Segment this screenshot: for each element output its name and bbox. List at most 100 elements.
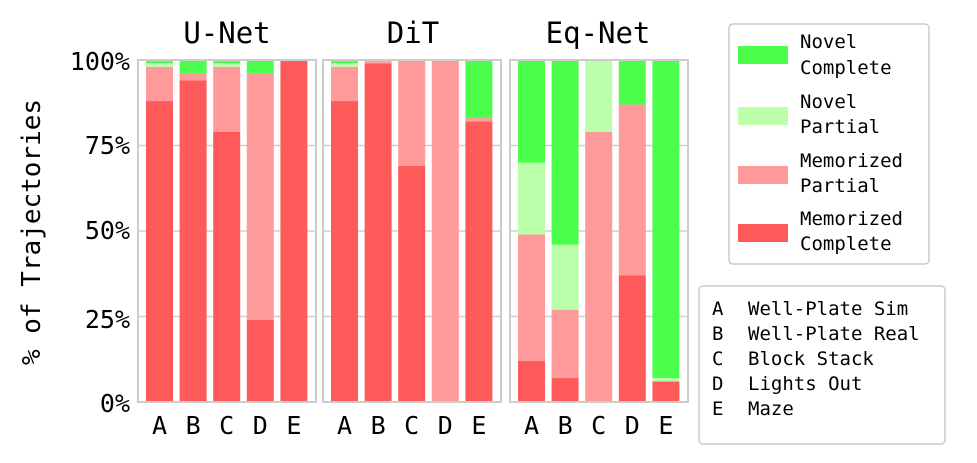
x-tick-label-dit-c: C — [404, 411, 419, 440]
bar-u-net-c-novel-complete — [213, 60, 241, 64]
bar-eq-net-b-memorized-complete — [551, 378, 579, 402]
bar-dit-c-memorized-complete — [398, 166, 426, 402]
y-tick-label-75: 75% — [85, 131, 130, 160]
bar-dit-e-memorized-partial — [465, 118, 493, 122]
task-name-b: Well-Plate Real — [748, 323, 920, 345]
bar-u-net-d-memorized-partial — [246, 73, 274, 320]
x-tick-label-dit-d: D — [438, 411, 453, 440]
bar-eq-net-b-novel-complete — [551, 60, 579, 245]
bar-eq-net-e-memorized-complete — [652, 381, 680, 402]
x-tick-label-u-net-d: D — [253, 411, 268, 440]
x-tick-label-eq-net-d: D — [625, 411, 640, 440]
x-tick-label-eq-net-b: B — [558, 411, 573, 440]
bar-eq-net-a-novel-complete — [518, 60, 545, 163]
legend-label-novel-complete-line1: Novel — [800, 31, 857, 53]
bar-eq-net-a-memorized-complete — [518, 360, 545, 402]
bar-dit-e-novel-complete — [465, 60, 493, 119]
task-legend: A Well-Plate Sim B Well-Plate Real C Blo… — [698, 285, 946, 445]
bar-u-net-d-novel-complete — [246, 60, 274, 74]
y-tick-label-50: 50% — [85, 216, 130, 245]
bar-u-net-a-novel-partial — [146, 63, 173, 67]
bar-dit-a-memorized-complete — [331, 101, 358, 402]
x-tick-label-u-net-b: B — [186, 411, 201, 440]
bar-u-net-b-novel-complete — [179, 60, 207, 74]
legend-label-novel-partial-line2: Partial — [800, 116, 880, 138]
series-legend: Novel Complete Novel Partial Memorized P… — [728, 23, 930, 265]
legend-swatch-memorized-partial — [738, 166, 788, 184]
task-letter-d: D — [712, 373, 723, 395]
legend-label-novel-partial-line1: Novel — [800, 91, 857, 113]
bar-eq-net-d-memorized-complete — [618, 275, 646, 402]
bar-dit-d-memorized-partial — [431, 60, 459, 402]
bar-eq-net-c-novel-partial — [585, 60, 613, 132]
x-tick-label-u-net-a: A — [152, 411, 167, 440]
bar-eq-net-d-memorized-partial — [618, 104, 646, 276]
bar-dit-a-novel-partial — [331, 63, 358, 67]
legend-label-novel-complete-line2: Complete — [800, 57, 892, 79]
x-tick-label-u-net-e: E — [286, 411, 301, 440]
bar-eq-net-e-novel-complete — [652, 60, 680, 379]
x-tick-label-dit-e: E — [471, 411, 486, 440]
bar-u-net-b-memorized-partial — [179, 73, 207, 81]
legend-swatch-memorized-complete — [738, 224, 788, 242]
series-legend-frame — [728, 23, 930, 265]
legend-label-memorized-partial-line1: Memorized — [800, 150, 903, 172]
bar-eq-net-c-memorized-partial — [585, 131, 613, 402]
panel-title-dit: DiT — [387, 16, 439, 50]
y-tick-label-25: 25% — [85, 305, 130, 334]
bar-eq-net-a-memorized-partial — [518, 234, 545, 361]
task-letter-e: E — [712, 398, 723, 420]
bar-u-net-a-memorized-complete — [146, 101, 173, 402]
task-legend-frame — [698, 285, 946, 445]
bar-eq-net-b-memorized-partial — [551, 309, 579, 379]
x-tick-label-eq-net-a: A — [524, 411, 539, 440]
bar-u-net-e-memorized-complete — [280, 60, 308, 402]
bar-eq-net-a-novel-partial — [518, 162, 545, 235]
panel-frame-dit — [322, 59, 502, 403]
bar-dit-b-memorized-partial — [364, 61, 392, 64]
bar-dit-a-memorized-partial — [331, 66, 358, 102]
x-tick-label-u-net-c: C — [219, 411, 234, 440]
task-name-e: Maze — [748, 398, 794, 420]
legend-swatch-novel-complete — [738, 46, 788, 64]
task-letter-a: A — [712, 298, 724, 320]
x-tick-label-eq-net-e: E — [658, 411, 673, 440]
legend-label-memorized-complete-line2: Complete — [800, 233, 892, 255]
task-letter-c: C — [712, 348, 723, 370]
legend-swatch-novel-partial — [738, 107, 788, 125]
bar-u-net-c-memorized-partial — [213, 66, 241, 132]
bar-u-net-a-memorized-partial — [146, 66, 173, 102]
legend-label-memorized-partial-line2: Partial — [800, 175, 880, 197]
bar-dit-a-novel-complete — [331, 60, 358, 64]
task-letter-b: B — [712, 323, 723, 345]
bar-u-net-c-memorized-complete — [213, 131, 241, 402]
bar-eq-net-e-novel-partial — [652, 378, 680, 382]
bar-dit-e-memorized-complete — [465, 121, 493, 402]
x-tick-label-dit-a: A — [337, 411, 352, 440]
panel-title-unet: U-Net — [183, 16, 270, 50]
y-axis-label: % of Trajectories — [17, 99, 47, 365]
task-name-c: Block Stack — [748, 348, 874, 370]
x-tick-label-dit-b: B — [371, 411, 386, 440]
bar-eq-net-b-novel-partial — [551, 244, 579, 310]
bar-u-net-d-memorized-complete — [246, 319, 274, 402]
y-tick-label-100: 100% — [70, 47, 130, 76]
panel-frame-u-net — [137, 59, 317, 403]
y-tick-label-0: 0% — [100, 389, 130, 418]
panel-frame-eq-net — [509, 59, 689, 403]
legend-label-memorized-complete-line1: Memorized — [800, 208, 903, 230]
bar-u-net-b-memorized-complete — [179, 80, 207, 403]
bar-dit-b-memorized-complete — [364, 63, 392, 403]
bar-u-net-c-novel-partial — [213, 63, 241, 67]
panel-title-eqnet: Eq-Net — [546, 16, 651, 50]
bar-dit-c-memorized-partial — [398, 60, 426, 167]
bar-eq-net-d-novel-complete — [618, 60, 646, 105]
x-tick-label-eq-net-c: C — [591, 411, 606, 440]
task-name-d: Lights Out — [748, 373, 862, 395]
task-name-a: Well-Plate Sim — [748, 298, 908, 320]
